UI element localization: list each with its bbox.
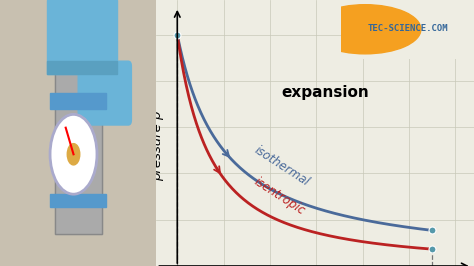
Circle shape	[50, 114, 97, 194]
Text: isothermal: isothermal	[252, 144, 311, 189]
Bar	[50, 194, 106, 207]
Text: expansion: expansion	[282, 85, 370, 100]
Text: isentropic: isentropic	[252, 175, 307, 218]
Circle shape	[310, 5, 421, 54]
Circle shape	[67, 144, 80, 165]
Bar	[50, 93, 106, 109]
Bar	[55, 61, 101, 234]
FancyBboxPatch shape	[78, 61, 131, 125]
Point	[173, 32, 181, 37]
Point	[428, 228, 436, 232]
Bar	[47, 0, 118, 74]
Text: pressure p: pressure p	[151, 111, 164, 181]
Bar	[55, 61, 101, 234]
Point	[428, 247, 436, 251]
Bar	[47, 61, 118, 74]
Text: TEC-SCIENCE.COM: TEC-SCIENCE.COM	[367, 24, 448, 33]
